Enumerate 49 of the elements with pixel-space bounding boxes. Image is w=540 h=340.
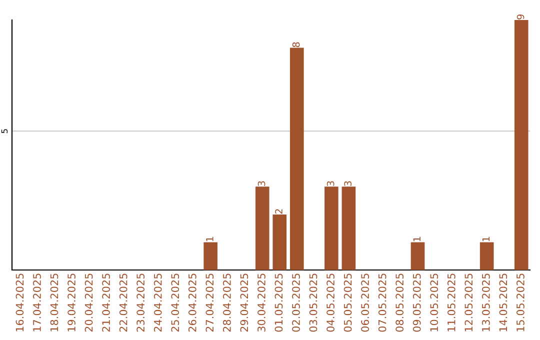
data-label: 3 (344, 181, 352, 186)
x-tick-label: 21.04.2025 (102, 274, 110, 332)
x-tick-label: 03.05.2025 (309, 274, 318, 332)
bar (410, 242, 425, 270)
x-tick-label: 11.05.2025 (447, 274, 456, 332)
x-tick-label: 02.05.2025 (292, 274, 300, 332)
x-tick-label: 12.05.2025 (464, 274, 473, 332)
x-tick-label: 17.04.2025 (33, 274, 41, 332)
x-tick-label: 18.04.2025 (50, 274, 58, 332)
x-tick-label: 08.05.2025 (396, 274, 404, 332)
x-tick-label: 22.04.2025 (119, 274, 128, 332)
x-tick-label: 16.04.2025 (16, 274, 24, 332)
data-label: 3 (258, 181, 266, 186)
x-tick-label: 25.04.2025 (171, 274, 180, 332)
x-tick-label: 23.04.2025 (136, 274, 145, 332)
bar (514, 20, 528, 270)
x-tick-label: 09.05.2025 (412, 274, 421, 332)
x-tick-label: 19.04.2025 (68, 274, 76, 332)
bar (272, 214, 287, 270)
bar (290, 48, 304, 270)
x-tick-label: 06.05.2025 (361, 274, 369, 332)
x-tick-label: 15.05.2025 (516, 274, 524, 332)
data-label: 1 (413, 236, 420, 242)
data-label: 1 (206, 236, 214, 242)
bar (255, 186, 270, 270)
x-tick-label: 10.05.2025 (430, 274, 438, 332)
data-label: 9 (516, 14, 524, 20)
x-tick-label: 07.05.2025 (378, 274, 386, 332)
x-tick-label: 04.05.2025 (326, 274, 334, 332)
data-label: 8 (292, 42, 300, 48)
data-label: 1 (482, 236, 490, 242)
bar (324, 186, 338, 270)
x-tick-label: 01.05.2025 (274, 274, 283, 332)
y-tick-label: 5 (1, 129, 8, 134)
data-label: 2 (275, 209, 282, 214)
x-tick-label: 05.05.2025 (344, 274, 352, 332)
x-tick-label: 30.04.2025 (258, 274, 266, 332)
x-tick-label: 29.04.2025 (240, 274, 248, 332)
x-tick-label: 27.04.2025 (206, 274, 214, 332)
x-tick-label: 26.04.2025 (188, 274, 196, 332)
x-tick-label: 28.04.2025 (222, 274, 231, 332)
bar (204, 242, 218, 270)
x-tick-label: 20.04.2025 (84, 274, 93, 332)
x-tick-label: 13.05.2025 (482, 274, 490, 332)
bar (342, 186, 356, 270)
data-label: 3 (326, 181, 334, 186)
bar (480, 242, 494, 270)
x-tick-label: 24.04.2025 (154, 274, 162, 332)
x-tick-label: 14.05.2025 (499, 274, 508, 332)
